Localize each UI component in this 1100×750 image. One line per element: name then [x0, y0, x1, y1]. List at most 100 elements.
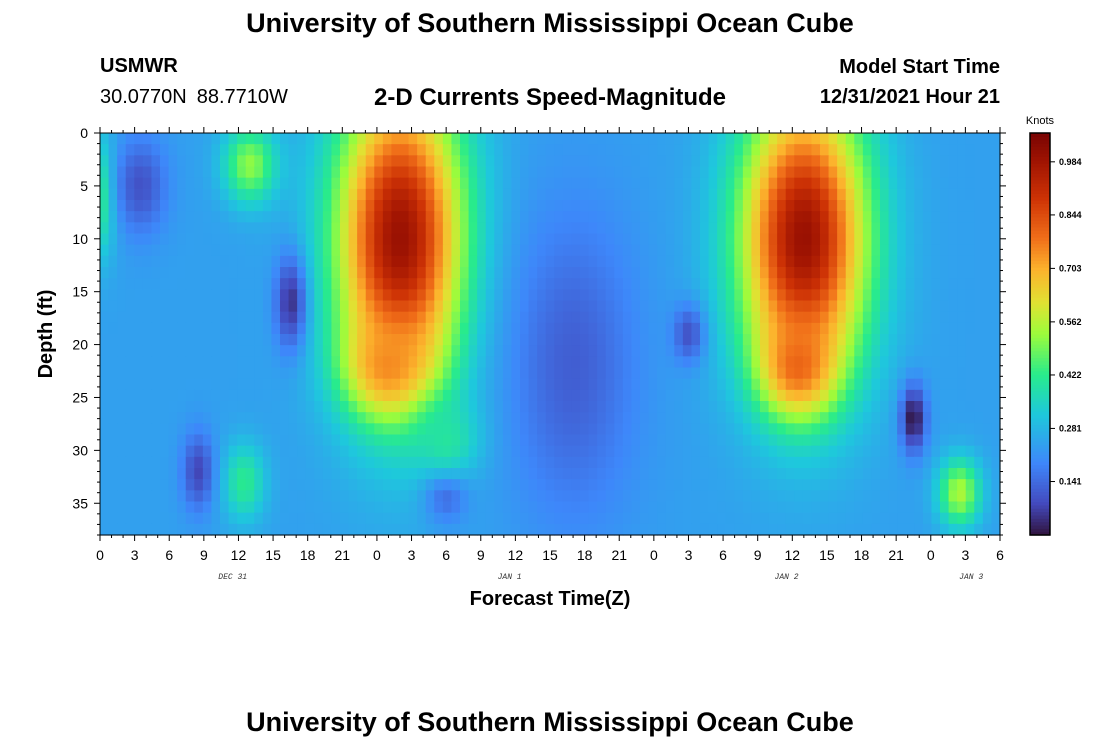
- heatmap-cell: [357, 267, 367, 279]
- heatmap-cell: [940, 490, 950, 503]
- heatmap-cell: [520, 389, 530, 402]
- heatmap-cell: [280, 423, 290, 436]
- heatmap-cell: [828, 233, 838, 246]
- heatmap-cell: [468, 456, 478, 469]
- heatmap-cell: [237, 311, 247, 324]
- heatmap-cell: [477, 177, 487, 190]
- heatmap-cell: [151, 468, 161, 480]
- heatmap-cell: [588, 166, 598, 179]
- heatmap-cell: [185, 255, 195, 268]
- heatmap-cell: [700, 367, 710, 380]
- heatmap-cell: [597, 233, 607, 246]
- colorbar-tick-label: 0.422: [1059, 370, 1082, 380]
- heatmap-cell: [562, 222, 573, 235]
- heatmap-cell: [682, 233, 693, 246]
- heatmap-cell: [280, 166, 290, 179]
- heatmap-cell: [271, 434, 281, 447]
- heatmap-cell: [871, 456, 881, 469]
- heatmap-cell: [485, 445, 495, 458]
- heatmap-cell: [194, 188, 204, 201]
- heatmap-cell: [940, 233, 950, 246]
- heatmap-cell: [648, 423, 658, 436]
- heatmap-cell: [314, 188, 324, 201]
- heatmap-cell: [657, 523, 667, 536]
- colorbar-swatch: [1030, 226, 1050, 231]
- heatmap-cell: [271, 456, 281, 469]
- heatmap-cell: [974, 356, 984, 369]
- heatmap-cell: [400, 345, 410, 357]
- heatmap-cell: [460, 244, 470, 257]
- heatmap-cell: [880, 322, 890, 335]
- heatmap-cell: [228, 512, 238, 525]
- heatmap-cell: [262, 211, 273, 223]
- heatmap-cell: [151, 144, 161, 156]
- heatmap-cell: [297, 188, 307, 201]
- heatmap-cell: [991, 356, 1001, 369]
- heatmap-cell: [297, 222, 307, 235]
- heatmap-cell: [648, 211, 658, 223]
- heatmap-cell: [717, 233, 727, 246]
- heatmap-cell: [922, 356, 933, 369]
- heatmap-cell: [365, 177, 375, 190]
- heatmap-cell: [477, 423, 487, 436]
- heatmap-cell: [725, 322, 735, 335]
- heatmap-cell: [837, 479, 847, 491]
- heatmap-cell: [871, 445, 881, 458]
- heatmap-cell: [442, 412, 453, 424]
- heatmap-cell: [485, 289, 495, 302]
- heatmap-cell: [622, 155, 633, 168]
- heatmap-cell: [202, 468, 213, 480]
- heatmap-cell: [802, 345, 813, 357]
- heatmap-cell: [125, 255, 135, 268]
- heatmap-cell: [382, 468, 393, 480]
- heatmap-cell: [417, 456, 427, 469]
- heatmap-cell: [297, 144, 307, 156]
- heatmap-cell: [725, 155, 735, 168]
- x-tick-label: 12: [508, 547, 524, 563]
- heatmap-cell: [417, 445, 427, 458]
- heatmap-cell: [820, 322, 830, 335]
- heatmap-cell: [322, 166, 333, 179]
- heatmap-cell: [742, 267, 753, 279]
- heatmap-cell: [897, 334, 907, 346]
- heatmap-cell: [657, 188, 667, 201]
- heatmap-cell: [125, 267, 135, 279]
- heatmap-cell: [742, 166, 753, 179]
- heatmap-cell: [897, 412, 907, 424]
- heatmap-cell: [717, 133, 727, 145]
- heatmap-cell: [562, 211, 573, 223]
- heatmap-cell: [674, 233, 684, 246]
- heatmap-cell: [545, 401, 555, 413]
- colorbar-swatch: [1030, 461, 1050, 466]
- heatmap-cell: [742, 378, 753, 391]
- heatmap-cell: [768, 222, 778, 235]
- heatmap-cell: [220, 423, 230, 436]
- heatmap-cell: [588, 311, 598, 324]
- heatmap-cell: [965, 200, 975, 212]
- heatmap-cell: [100, 311, 110, 324]
- heatmap-cell: [897, 300, 907, 313]
- heatmap-cell: [674, 423, 684, 436]
- heatmap-cell: [142, 188, 153, 201]
- heatmap-cell: [408, 468, 418, 480]
- heatmap-cell: [331, 423, 341, 436]
- heatmap-cell: [151, 434, 161, 447]
- heatmap-cell: [357, 177, 367, 190]
- heatmap-cell: [348, 501, 358, 514]
- heatmap-cell: [451, 133, 461, 145]
- heatmap-cell: [580, 334, 590, 346]
- heatmap-cell: [562, 322, 573, 335]
- heatmap-cell: [691, 523, 701, 536]
- heatmap-cell: [288, 188, 298, 201]
- x-tick-label: 0: [373, 547, 381, 563]
- heatmap-cell: [100, 300, 110, 313]
- heatmap-cell: [640, 133, 650, 145]
- heatmap-cell: [828, 378, 838, 391]
- heatmap-cell: [262, 200, 273, 212]
- heatmap-cell: [922, 434, 933, 447]
- heatmap-cell: [117, 322, 127, 335]
- heatmap-cell: [528, 188, 538, 201]
- heatmap-cell: [211, 233, 221, 246]
- heatmap-cell: [408, 278, 418, 290]
- heatmap-cell: [100, 233, 110, 246]
